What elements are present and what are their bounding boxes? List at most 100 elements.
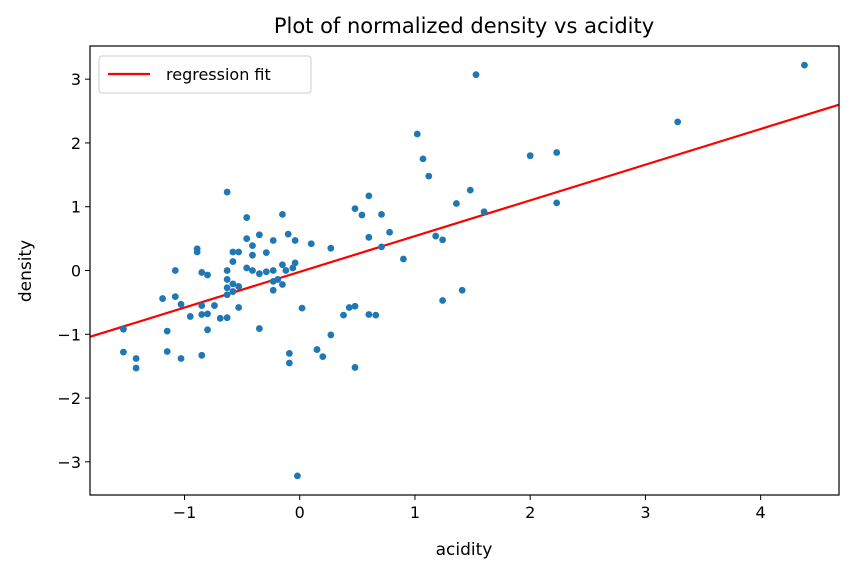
data-point	[279, 210, 286, 218]
data-point	[313, 346, 321, 353]
data-point	[120, 348, 127, 356]
data-point	[294, 472, 301, 480]
data-point	[204, 326, 211, 334]
data-point	[132, 355, 140, 362]
regression-fit-line	[90, 103, 839, 338]
data-point	[386, 228, 393, 236]
data-point	[285, 350, 293, 357]
x-axis-label: acidity	[436, 540, 493, 560]
data-point	[159, 295, 166, 302]
data-point	[291, 259, 299, 267]
data-point	[351, 205, 359, 213]
x-tick-label: 0	[295, 503, 305, 522]
legend-box	[98, 55, 312, 94]
data-point	[480, 208, 488, 216]
y-tick-label: −1	[57, 325, 81, 344]
points-layer	[120, 61, 808, 480]
data-point	[120, 325, 127, 333]
fit-line-layer	[90, 103, 839, 338]
data-point	[223, 314, 231, 322]
data-point	[279, 261, 286, 269]
legend: regression fit	[98, 55, 312, 94]
data-point	[351, 302, 359, 310]
data-point	[249, 242, 256, 250]
data-point	[526, 152, 534, 160]
x-tick-label: 4	[756, 503, 766, 522]
data-point	[269, 267, 277, 274]
data-point	[319, 353, 327, 361]
data-point	[291, 237, 299, 244]
x-tick-label: 1	[410, 503, 420, 522]
data-point	[249, 267, 256, 274]
data-point	[177, 300, 185, 308]
data-point	[177, 355, 185, 362]
data-point	[298, 304, 306, 312]
data-point	[327, 244, 335, 252]
data-point	[223, 276, 231, 283]
data-point	[198, 302, 206, 309]
data-point	[216, 314, 224, 322]
data-point	[223, 267, 231, 274]
data-point	[132, 364, 140, 372]
data-point	[198, 311, 206, 318]
data-point	[365, 233, 373, 241]
data-point	[198, 351, 206, 359]
data-point	[674, 118, 682, 126]
data-point	[284, 230, 292, 238]
data-point	[307, 240, 315, 248]
data-point	[229, 280, 237, 288]
data-point	[193, 248, 201, 256]
data-point	[274, 276, 282, 283]
data-point	[400, 255, 407, 263]
data-point	[235, 283, 243, 290]
data-point	[204, 310, 211, 318]
data-point	[243, 264, 251, 272]
data-point	[249, 251, 256, 259]
data-point	[553, 149, 561, 156]
data-point	[458, 286, 466, 294]
data-point	[439, 297, 447, 304]
data-point	[204, 271, 211, 279]
data-point	[801, 61, 808, 69]
chart-title: Plot of normalized density vs acidity	[274, 14, 654, 38]
data-point	[235, 304, 243, 311]
data-point	[269, 237, 277, 244]
data-point	[243, 235, 251, 243]
data-point	[378, 210, 385, 218]
data-point	[466, 186, 474, 194]
y-tick-label: 2	[71, 134, 81, 153]
x-tick-label: 3	[640, 503, 650, 522]
data-point	[358, 211, 366, 219]
data-point	[223, 291, 231, 299]
data-point	[171, 267, 179, 274]
y-tick-label: 1	[71, 198, 81, 217]
data-point	[229, 248, 237, 256]
data-point	[211, 302, 218, 309]
y-tick-label: 3	[71, 70, 81, 89]
data-point	[439, 236, 447, 244]
data-point	[279, 281, 286, 288]
data-point	[229, 288, 237, 295]
data-point	[419, 155, 427, 163]
data-point	[255, 231, 263, 239]
data-point	[285, 359, 293, 367]
data-point	[432, 232, 440, 240]
data-point	[171, 293, 179, 301]
data-point	[345, 304, 353, 311]
data-point	[453, 200, 460, 207]
legend-fit-label: regression fit	[166, 65, 271, 84]
data-point	[472, 71, 480, 79]
data-point	[351, 364, 359, 371]
data-point	[243, 214, 251, 221]
data-point	[255, 270, 263, 278]
data-point	[223, 188, 231, 196]
data-point	[269, 286, 277, 294]
x-tick-label: −1	[173, 503, 197, 522]
data-point	[198, 269, 206, 276]
y-tick-label: 0	[71, 262, 81, 281]
data-point	[186, 313, 194, 320]
data-point	[413, 130, 421, 138]
data-point	[553, 199, 561, 207]
data-point	[282, 267, 290, 274]
data-point	[365, 192, 373, 200]
